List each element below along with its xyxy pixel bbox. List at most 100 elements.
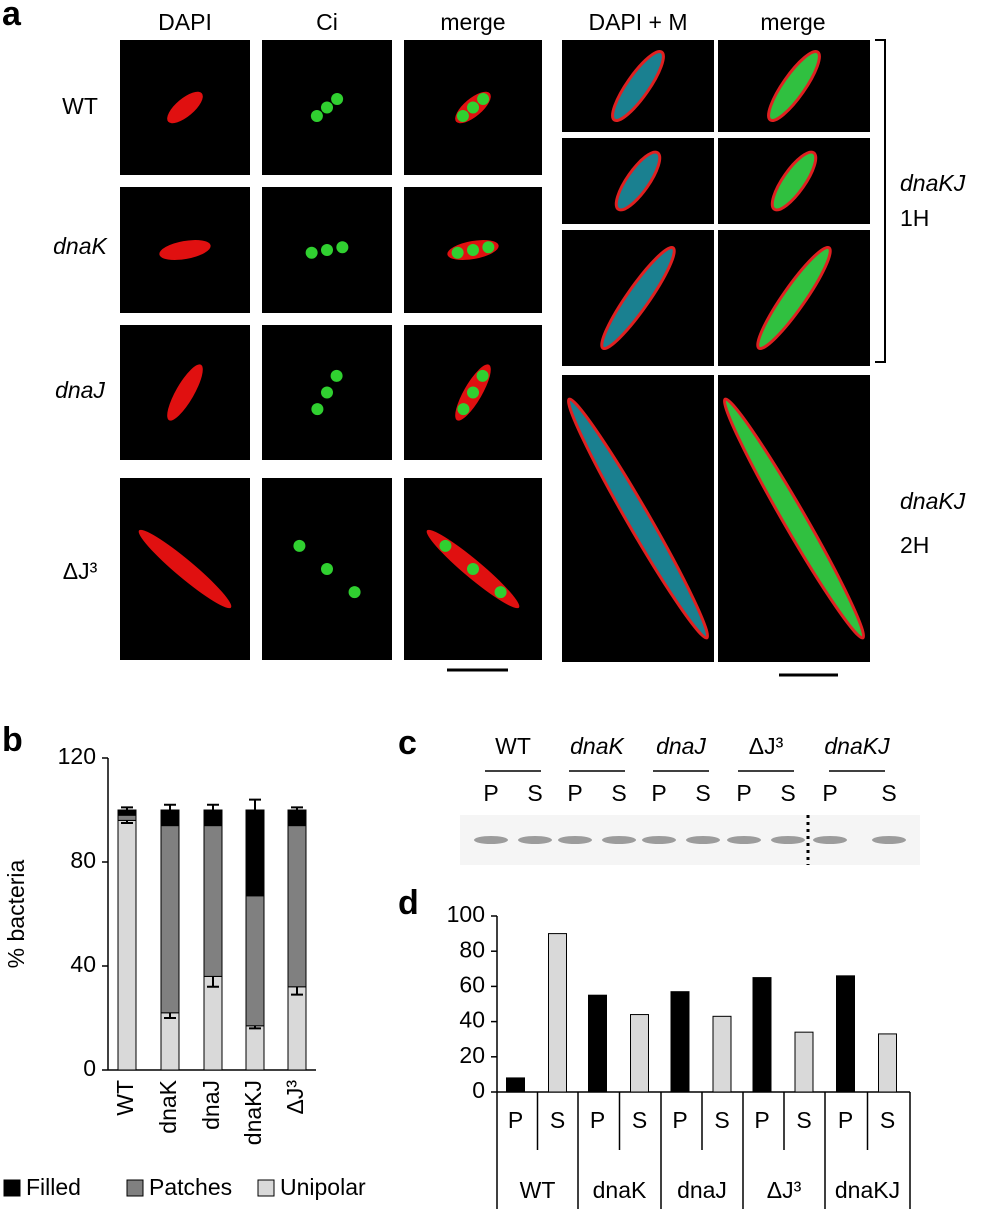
cell-signal <box>614 150 662 212</box>
column-header: DAPI + M <box>588 9 687 35</box>
column-header: merge <box>760 9 825 35</box>
cell-focus <box>482 241 495 254</box>
lane-group: dnaKJ <box>824 733 890 759</box>
bar-segment <box>117 819 137 1071</box>
cell-focus <box>451 246 464 259</box>
lane-label: P <box>590 1107 605 1133</box>
group-strain: dnaKJ <box>900 488 966 514</box>
group-label: ΔJ³ <box>767 1177 802 1203</box>
group-label: dnaK <box>593 1177 647 1203</box>
lane-label: S <box>880 1107 895 1133</box>
cell-signal <box>722 397 866 640</box>
y-tick-label: 0 <box>83 1055 96 1081</box>
panel-label: b <box>2 721 23 759</box>
lane-label: S <box>632 1107 647 1133</box>
lane-label: P <box>838 1107 853 1133</box>
cell-signal <box>566 397 710 640</box>
cell-focus <box>293 539 306 552</box>
error-bar <box>291 806 303 814</box>
cell-focus <box>305 246 318 259</box>
lane-label: S <box>527 780 542 806</box>
lane-label: S <box>714 1107 729 1133</box>
bar <box>670 991 690 1093</box>
y-axis-label: % bacteria <box>3 859 29 968</box>
x-tick-label: dnaJ <box>198 1080 224 1130</box>
bracket <box>875 39 886 363</box>
bar <box>752 977 772 1093</box>
cell-focus <box>467 244 479 256</box>
row-label: WT <box>62 93 98 119</box>
cell-focus <box>310 109 323 122</box>
x-tick-label: dnaK <box>155 1079 181 1133</box>
error-bar <box>121 806 133 814</box>
legend-label: Filled <box>26 1174 81 1200</box>
lane-label: S <box>780 780 795 806</box>
error-bar <box>164 803 176 817</box>
cell-focus <box>348 586 361 599</box>
legend-swatch <box>3 1179 21 1197</box>
cell-focus <box>476 369 489 382</box>
lane-label: P <box>736 780 751 806</box>
lane-label: P <box>822 780 837 806</box>
bar <box>836 975 855 1093</box>
cell-signal <box>611 50 665 122</box>
bar-segment <box>160 825 180 1014</box>
cell-focus <box>457 403 470 416</box>
bar <box>878 1033 897 1093</box>
group-label: dnaJ <box>677 1177 727 1203</box>
group-time: 1H <box>900 205 929 231</box>
lane-label: P <box>672 1107 687 1133</box>
lane-label: S <box>611 780 626 806</box>
lane-label: S <box>550 1107 565 1133</box>
lane-group: WT <box>495 733 531 759</box>
cell-signal <box>167 91 203 124</box>
cell-focus <box>467 563 479 575</box>
lane-label: P <box>754 1107 769 1133</box>
bar-segment <box>287 986 307 1071</box>
panel-label: d <box>398 884 419 922</box>
cell-focus <box>321 244 333 256</box>
group-time: 2H <box>900 532 929 558</box>
bar <box>548 933 567 1093</box>
bar <box>506 1077 525 1093</box>
y-tick-label: 40 <box>459 1007 485 1033</box>
cell-focus <box>477 93 490 106</box>
row-label: dnaK <box>53 233 108 259</box>
cell-focus <box>330 369 343 382</box>
y-tick-label: 120 <box>58 743 96 769</box>
y-tick-label: 20 <box>459 1042 485 1068</box>
x-tick-label: WT <box>112 1080 138 1116</box>
y-tick-label: 0 <box>472 1077 485 1103</box>
cell-signal <box>770 150 818 212</box>
bar-segment <box>203 825 223 977</box>
column-header: Ci <box>316 9 338 35</box>
cell-focus <box>321 563 333 575</box>
lane-label: P <box>508 1107 523 1133</box>
bar-segment <box>287 825 307 988</box>
cell-focus <box>467 101 479 114</box>
legend-label: Unipolar <box>280 1174 366 1200</box>
legend-swatch <box>126 1179 144 1197</box>
y-tick-label: 60 <box>459 971 485 997</box>
cell-focus <box>321 386 333 399</box>
cell-signal <box>756 245 832 351</box>
y-tick-label: 40 <box>70 951 96 977</box>
row-label: ΔJ³ <box>63 558 98 584</box>
bar-segment <box>203 975 223 1071</box>
lane-group: dnaK <box>570 733 625 759</box>
cell-focus <box>321 101 333 114</box>
bar-segment <box>245 809 265 897</box>
error-bar <box>249 798 261 822</box>
cell-focus <box>467 386 479 399</box>
lane-label: S <box>695 780 710 806</box>
panel-label: c <box>398 724 417 762</box>
bar-segment <box>245 895 265 1027</box>
group-strain: dnaKJ <box>900 170 966 196</box>
cell-signal <box>167 364 203 421</box>
group-label: WT <box>520 1177 556 1203</box>
lane-label: P <box>651 780 666 806</box>
bar <box>794 1031 814 1093</box>
cell-focus <box>331 93 344 106</box>
cell-signal <box>138 529 232 609</box>
